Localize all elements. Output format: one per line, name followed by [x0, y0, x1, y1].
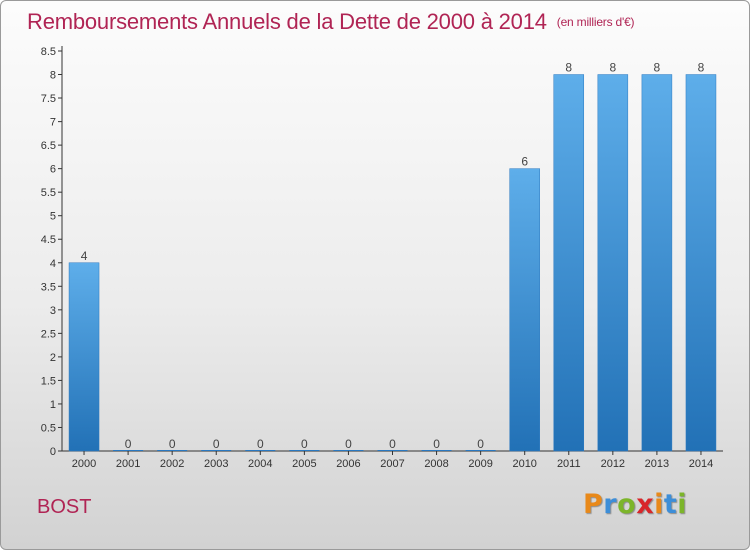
y-tick-label: 2.5: [41, 328, 56, 340]
plot-area: 0 0.5 1 1.5 2 2.5 3 3.5 4 4.5 5 5.5 6 6.5 7 7.5 8 8.5 4 200…: [41, 46, 723, 470]
data-label: 0: [213, 437, 220, 451]
y-tick-label: 5: [50, 211, 56, 223]
chart-title-main: Remboursements Annuels de la Dette de 20…: [27, 9, 547, 34]
x-tick-label: 2004: [248, 458, 272, 470]
data-label: 0: [125, 437, 132, 451]
x-tick-label: 2009: [468, 458, 492, 470]
y-tick-label: 6: [50, 164, 56, 176]
x-tick-label: 2001: [116, 458, 140, 470]
data-label: 0: [257, 437, 264, 451]
x-tick-label: 2007: [380, 458, 404, 470]
y-tick-label: 5.5: [41, 187, 56, 199]
x-tick-label: 2003: [204, 458, 228, 470]
data-label: 8: [565, 61, 572, 75]
data-label: 0: [345, 437, 352, 451]
bar: [597, 74, 629, 452]
logo-letter: x: [636, 489, 655, 520]
bar: [641, 74, 673, 452]
y-tick-label: 8.5: [41, 46, 56, 58]
bar: [685, 74, 717, 452]
bar: [68, 262, 100, 452]
data-label: 0: [169, 437, 176, 451]
data-label: 8: [698, 61, 705, 75]
logo-letter: t: [663, 489, 678, 520]
data-label: 0: [433, 437, 440, 451]
x-tick-label: 2010: [512, 458, 536, 470]
y-tick-label: 8: [50, 70, 56, 82]
x-tick-label: 2005: [292, 458, 316, 470]
data-label: 8: [609, 61, 616, 75]
data-label: 0: [477, 437, 484, 451]
data-label: 0: [389, 437, 396, 451]
y-tick-label: 0.5: [41, 422, 56, 434]
x-tick-label: 2013: [645, 458, 669, 470]
logo-letter: P: [583, 489, 604, 520]
y-tick-label: 1: [50, 399, 56, 411]
y-tick-label: 3: [50, 305, 56, 317]
x-tick-label: 2006: [336, 458, 360, 470]
logo-letter: i: [677, 489, 688, 520]
y-tick-label: 4.5: [41, 234, 56, 246]
x-tick-label: 2002: [160, 458, 184, 470]
y-tick-label: 4: [50, 258, 56, 270]
y-tick-label: 1.5: [41, 375, 56, 387]
data-label: 4: [81, 249, 88, 263]
chart-subtitle: (en milliers d'€): [556, 15, 635, 29]
bar: [509, 168, 540, 452]
y-tick-label: 7: [50, 117, 56, 129]
x-tick-label: 2011: [557, 458, 581, 470]
x-tick-label: 2012: [601, 458, 625, 470]
bar: [553, 74, 585, 452]
commune-name: BOST: [37, 496, 92, 518]
x-tick-label: 2000: [72, 458, 96, 470]
x-tick-label: 2008: [424, 458, 448, 470]
y-tick-label: 0: [50, 446, 56, 458]
logo-letter: r: [603, 489, 618, 520]
data-label: 6: [521, 155, 528, 169]
proxiti-logo: Proxiti: [583, 489, 687, 520]
logo-letter: o: [617, 489, 637, 520]
chart-title: Remboursements Annuels de la Dette de 20…: [27, 9, 635, 35]
y-tick-label: 6.5: [41, 140, 56, 152]
y-tick-label: 7.5: [41, 93, 56, 105]
y-tick-label: 3.5: [41, 281, 56, 293]
y-tick-label: 2: [50, 352, 56, 364]
data-label: 0: [301, 437, 308, 451]
data-label: 8: [654, 61, 661, 75]
x-tick-label: 2014: [689, 458, 713, 470]
logo-letter: i: [654, 489, 664, 520]
